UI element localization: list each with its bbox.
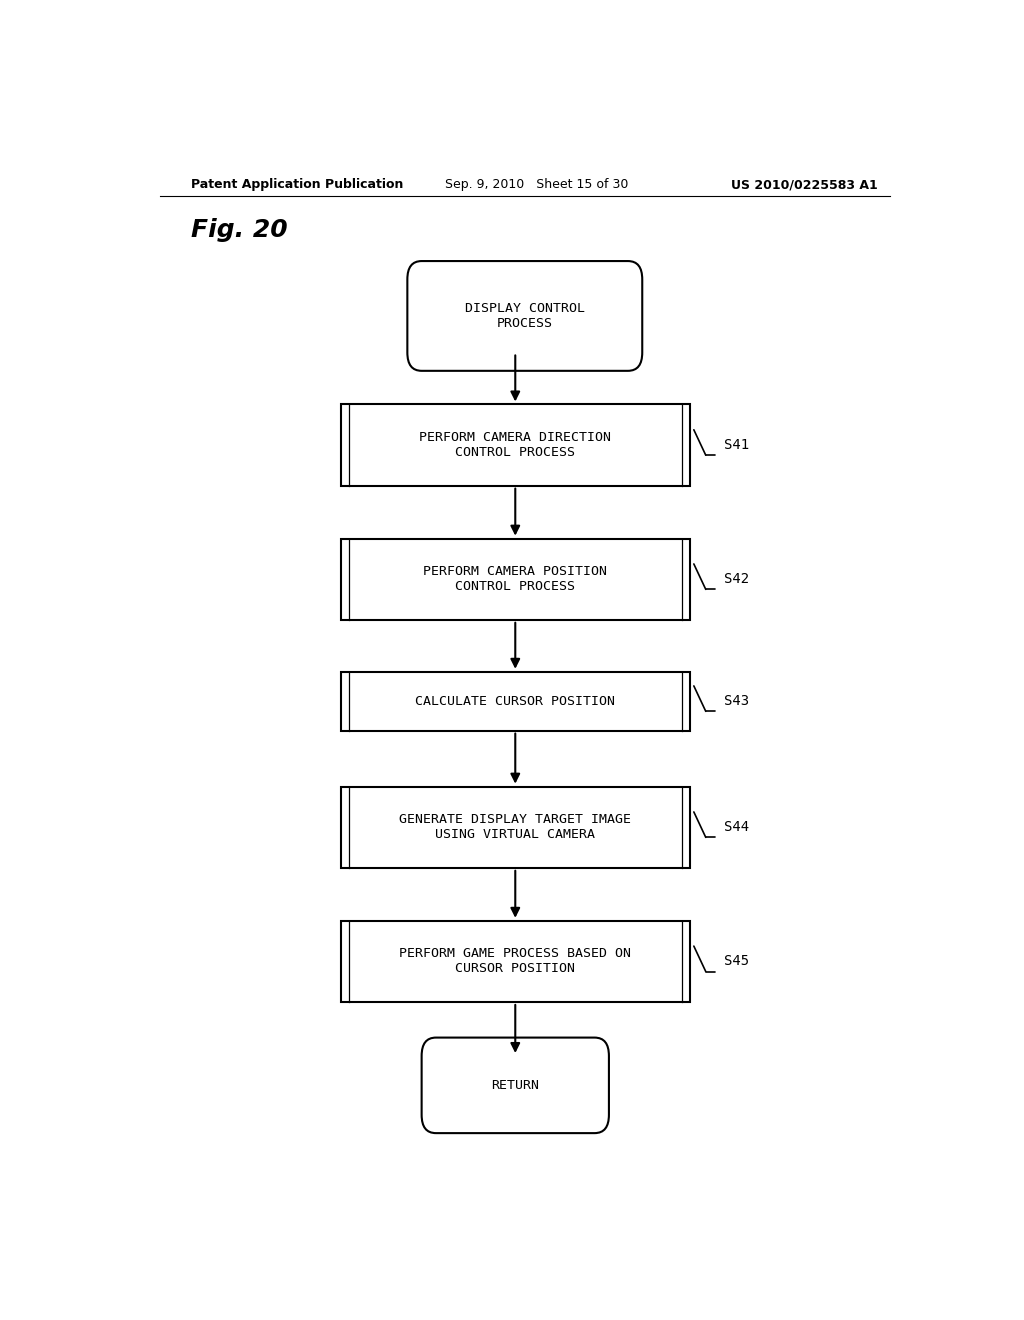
Text: RETURN: RETURN	[492, 1078, 540, 1092]
Text: S44: S44	[724, 820, 750, 834]
Text: Sep. 9, 2010   Sheet 15 of 30: Sep. 9, 2010 Sheet 15 of 30	[445, 178, 629, 191]
Text: US 2010/0225583 A1: US 2010/0225583 A1	[731, 178, 878, 191]
Bar	[341, 539, 690, 620]
Bar	[341, 404, 690, 486]
Text: GENERATE DISPLAY TARGET IMAGE
USING VIRTUAL CAMERA: GENERATE DISPLAY TARGET IMAGE USING VIRT…	[399, 813, 631, 841]
FancyBboxPatch shape	[408, 261, 642, 371]
Text: S41: S41	[724, 438, 750, 451]
FancyBboxPatch shape	[422, 1038, 609, 1133]
Bar	[341, 672, 690, 731]
Text: Fig. 20: Fig. 20	[191, 218, 288, 242]
Text: PERFORM GAME PROCESS BASED ON
CURSOR POSITION: PERFORM GAME PROCESS BASED ON CURSOR POS…	[399, 948, 631, 975]
Text: PERFORM CAMERA POSITION
CONTROL PROCESS: PERFORM CAMERA POSITION CONTROL PROCESS	[423, 565, 607, 593]
Bar	[341, 787, 690, 867]
Bar	[341, 921, 690, 1002]
Text: S43: S43	[724, 694, 750, 708]
Text: Patent Application Publication: Patent Application Publication	[191, 178, 403, 191]
Text: DISPLAY CONTROL
PROCESS: DISPLAY CONTROL PROCESS	[465, 302, 585, 330]
Text: PERFORM CAMERA DIRECTION
CONTROL PROCESS: PERFORM CAMERA DIRECTION CONTROL PROCESS	[419, 432, 611, 459]
Text: CALCULATE CURSOR POSITION: CALCULATE CURSOR POSITION	[416, 694, 615, 708]
Text: S45: S45	[724, 954, 750, 969]
Text: S42: S42	[724, 572, 750, 586]
